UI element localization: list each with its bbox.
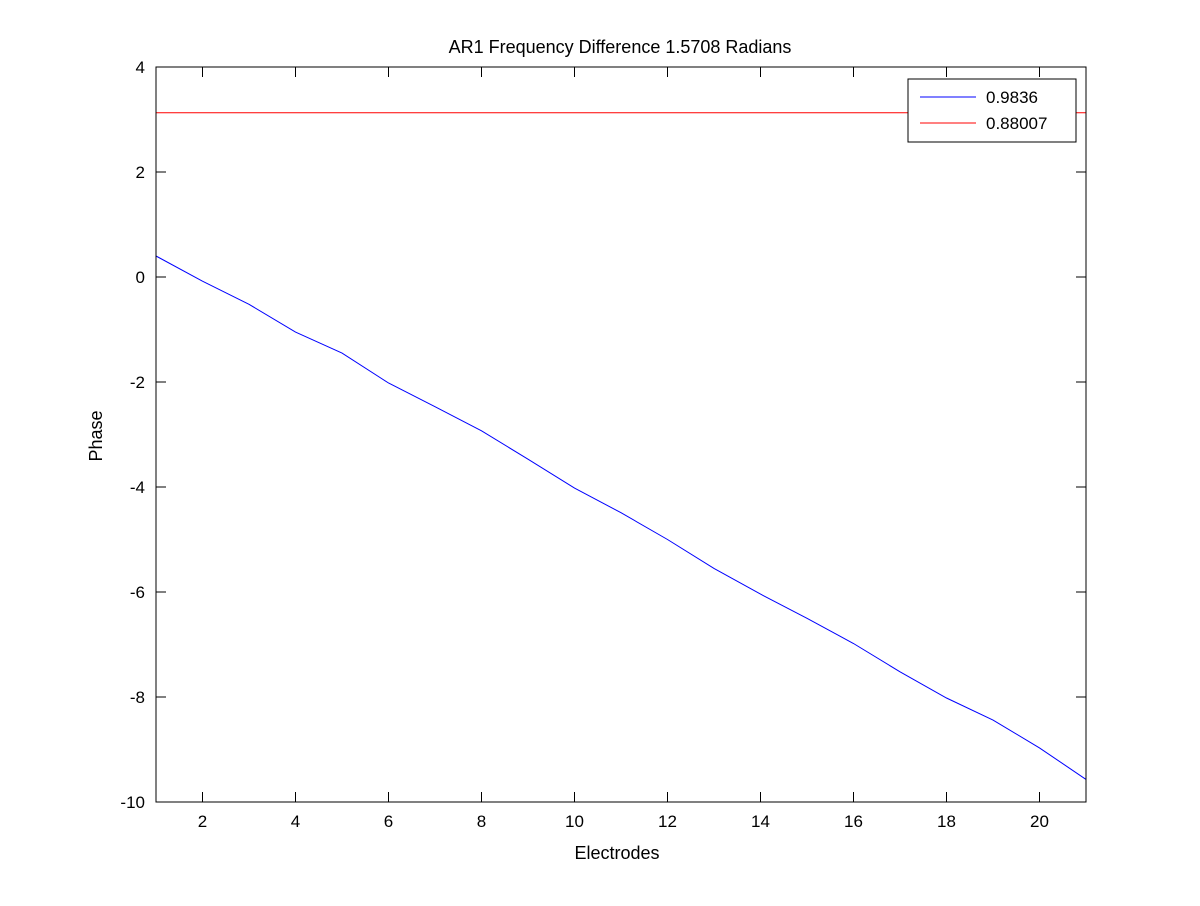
x-tick-label: 18 <box>937 812 956 831</box>
x-axis-label: Electrodes <box>574 843 659 863</box>
y-tick-label: 2 <box>136 163 145 182</box>
y-tick-label: -10 <box>120 793 145 812</box>
x-tick-label: 2 <box>198 812 207 831</box>
legend-box <box>907 78 1077 143</box>
x-tick-label: 6 <box>384 812 393 831</box>
x-tick-label: 10 <box>565 812 584 831</box>
series-lines <box>155 112 1087 780</box>
y-tick-label: -8 <box>130 688 145 707</box>
x-tick-label: 4 <box>291 812 300 831</box>
series-line-1 <box>155 255 1087 780</box>
y-axis-label: Phase <box>86 410 106 461</box>
y-tick-label: -6 <box>130 583 145 602</box>
x-tick-label: 12 <box>658 812 677 831</box>
legend: 0.9836 0.88007 <box>907 78 1077 143</box>
chart-title: AR1 Frequency Difference 1.5708 Radians <box>449 37 792 57</box>
plot-area-frame <box>155 66 1087 803</box>
y-tick-label: -2 <box>130 373 145 392</box>
y-tick-label: -4 <box>130 478 145 497</box>
x-tick-label: 16 <box>844 812 863 831</box>
y-tick-label: 0 <box>136 268 145 287</box>
y-tick-label: 4 <box>136 58 145 77</box>
x-tick-label: 20 <box>1030 812 1049 831</box>
x-tick-label: 8 <box>477 812 486 831</box>
legend-label-1: 0.9836 <box>986 88 1038 107</box>
axis-ticks: 2 4 6 8 10 12 14 16 18 20 -10 -8 -6 -4 -2 0 2 4 <box>120 58 1086 831</box>
x-tick-label: 14 <box>751 812 770 831</box>
legend-label-2: 0.88007 <box>986 114 1047 133</box>
